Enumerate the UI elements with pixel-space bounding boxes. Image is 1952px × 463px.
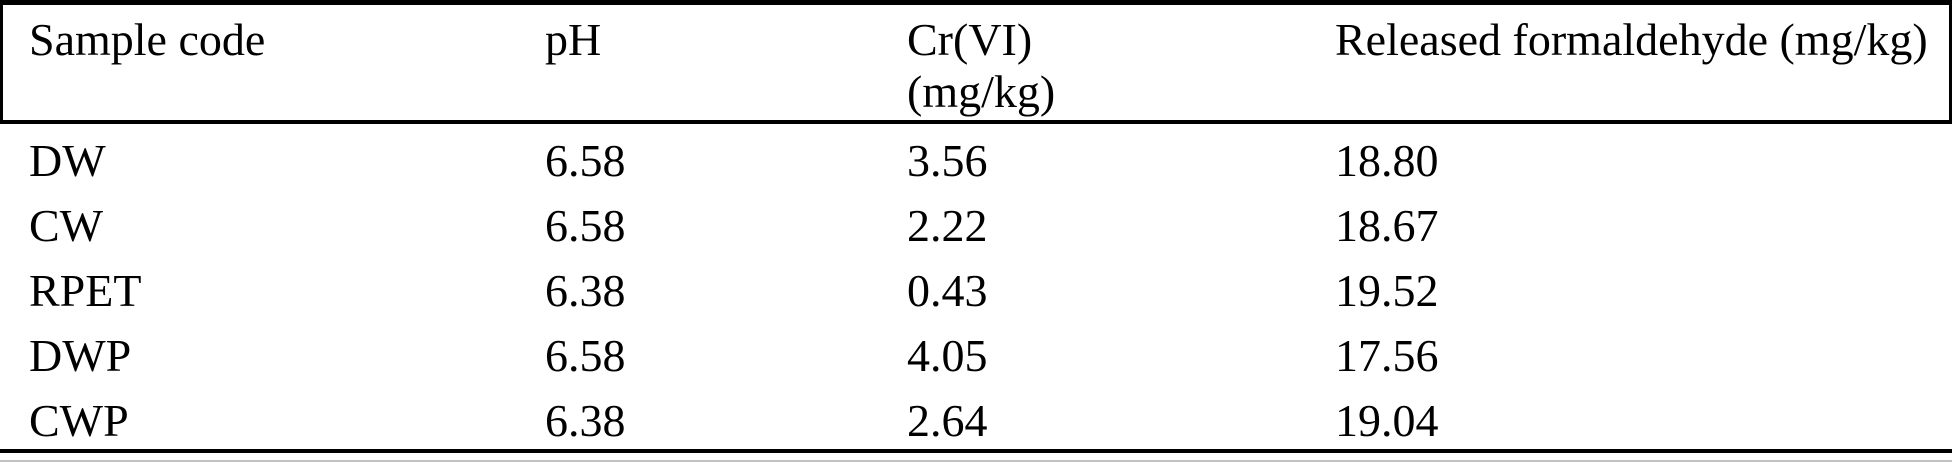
- header-right-border: [1949, 0, 1952, 124]
- cell-ph: 6.38: [545, 264, 626, 316]
- cell-sample-code: DWP: [29, 329, 132, 381]
- cell-ph: 6.58: [545, 199, 626, 251]
- cell-cr-vi: 2.22: [907, 199, 988, 251]
- cell-formaldehyde: 19.04: [1335, 394, 1439, 446]
- header-label: Released formaldehyde (mg/kg): [1335, 14, 1928, 65]
- table-body: DW 6.58 3.56 18.80 CW 6.58 2.22 18.67 RP…: [0, 124, 1952, 453]
- header-left-border: [0, 0, 3, 124]
- cell-cr-vi: 0.43: [907, 264, 988, 316]
- cell-sample-code: CWP: [29, 394, 129, 446]
- cell-formaldehyde: 18.67: [1335, 199, 1439, 251]
- cell-ph: 6.38: [545, 394, 626, 446]
- header-label: Cr(VI): [907, 14, 1033, 65]
- header-cell-ph: pH: [545, 5, 907, 118]
- cell-cr-vi: 3.56: [907, 134, 988, 186]
- table-row: RPET 6.38 0.43 19.52: [0, 258, 1952, 323]
- header-separator-rule: [0, 120, 1952, 124]
- header-cell-released-formaldehyde: Released formaldehyde (mg/kg): [1335, 5, 1952, 118]
- cell-formaldehyde: 17.56: [1335, 329, 1439, 381]
- cell-sample-code: DW: [29, 134, 106, 186]
- table-header-row: Sample code pH Cr(VI) (mg/kg) Released f…: [0, 5, 1952, 118]
- cell-sample-code: RPET: [29, 264, 142, 316]
- table-row: CW 6.58 2.22 18.67: [0, 193, 1952, 258]
- header-label: Sample code: [29, 14, 266, 65]
- cell-formaldehyde: 19.52: [1335, 264, 1439, 316]
- table-row: DW 6.58 3.56 18.80: [0, 128, 1952, 193]
- cell-sample-code: CW: [29, 199, 104, 251]
- header-label-line2: (mg/kg): [907, 66, 1056, 117]
- header-cell-sample-code: Sample code: [0, 5, 545, 118]
- screenshot-bottom-edge-artifact: [0, 460, 1952, 462]
- cell-formaldehyde: 18.80: [1335, 134, 1439, 186]
- table-top-rule: [0, 0, 1952, 5]
- table-row: CWP 6.38 2.64 19.04: [0, 388, 1952, 453]
- header-cell-cr-vi: Cr(VI) (mg/kg): [907, 5, 1335, 118]
- table-row: DWP 6.58 4.05 17.56: [0, 323, 1952, 388]
- cell-ph: 6.58: [545, 134, 626, 186]
- header-label: pH: [545, 14, 602, 65]
- cell-cr-vi: 2.64: [907, 394, 988, 446]
- table-bottom-rule: [0, 449, 1952, 453]
- cell-ph: 6.58: [545, 329, 626, 381]
- cell-cr-vi: 4.05: [907, 329, 988, 381]
